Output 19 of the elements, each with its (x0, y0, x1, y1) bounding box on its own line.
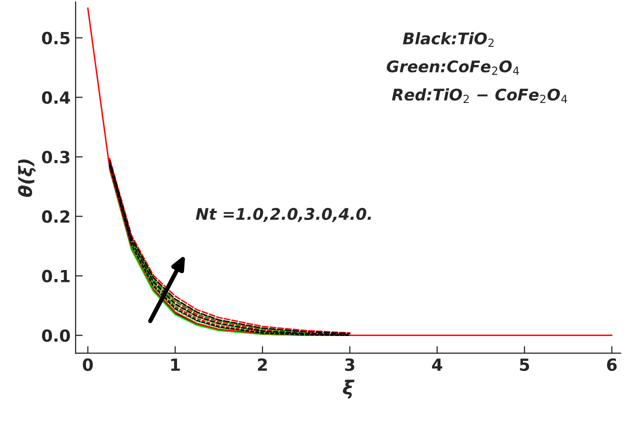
y-tick-label: 0.5 (42, 32, 70, 44)
x-tick-label: 0 (82, 358, 93, 371)
annotation: Green:CoFe$_{2}$O$_{4}$ (386, 60, 519, 75)
x-tick-label: 6 (607, 358, 617, 371)
y-tick-label: 0.3 (42, 150, 70, 164)
annotation: Black:TiO$_{2}$ (402, 32, 494, 47)
annotation: Red:TiO$_{2}$ − CoFe$_{2}$O$_{4}$ (392, 88, 568, 104)
x-tick-label: 2 (258, 358, 267, 371)
x-tick-label: 3 (345, 358, 354, 371)
x-tick-label: 1 (171, 358, 180, 371)
annotation: Nt =1.0,2.0,3.0,4.0. (196, 208, 371, 222)
y-tick-label: 0.2 (42, 210, 70, 223)
x-tick-label: 5 (520, 358, 530, 371)
y-tick-label: 0.0 (42, 329, 70, 342)
y-tick-label: 0.1 (42, 270, 70, 282)
x-tick-label: 4 (432, 358, 442, 371)
y-axis-title: θ(ξ) (18, 160, 36, 197)
x-axis-title: ξ (342, 380, 355, 399)
y-tick-label: 0.4 (42, 91, 70, 104)
